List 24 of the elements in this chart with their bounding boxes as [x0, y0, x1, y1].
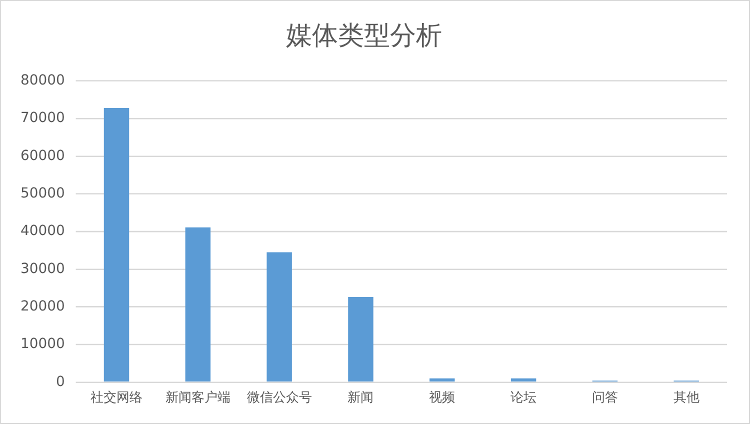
- x-tick-label: 新闻: [348, 390, 374, 406]
- x-tick-label: 其他: [673, 390, 700, 406]
- x-tick-label: 新闻客户端: [165, 389, 230, 406]
- bar: [104, 108, 130, 382]
- y-tick-label: 60000: [20, 148, 65, 164]
- x-tick-label: 论坛: [510, 390, 537, 406]
- y-tick-label: 40000: [20, 223, 65, 240]
- y-tick-label: 30000: [20, 260, 65, 277]
- y-tick-label: 80000: [20, 72, 65, 88]
- y-tick-label: 0: [56, 374, 65, 390]
- bar: [510, 378, 536, 382]
- y-tick-label: 50000: [20, 185, 65, 202]
- x-tick-label: 微信公众号: [246, 390, 312, 406]
- y-tick-label: 10000: [20, 336, 65, 352]
- chart-title: 媒体类型分析: [286, 21, 442, 50]
- y-tick-label: 20000: [20, 298, 65, 314]
- x-tick-label: 问答: [592, 390, 618, 406]
- bar: [185, 227, 211, 382]
- y-tick-label: 70000: [20, 110, 65, 126]
- x-tick-label: 视频: [429, 390, 456, 406]
- bar: [266, 252, 292, 382]
- bar: [430, 378, 455, 382]
- bar: [348, 297, 374, 382]
- x-tick-label: 社交网络: [90, 389, 143, 406]
